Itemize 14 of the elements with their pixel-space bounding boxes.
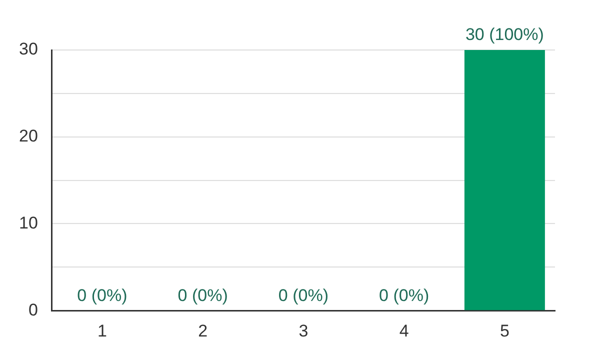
y-tick-label: 10: [18, 213, 38, 232]
x-tick-label: 5: [500, 321, 510, 340]
y-tick-label: 0: [28, 300, 38, 320]
data-label: 0 (0%): [77, 286, 128, 305]
data-label: 0 (0%): [379, 286, 430, 305]
data-label: 0 (0%): [278, 286, 328, 305]
x-tick-label: 1: [97, 321, 107, 340]
x-tick-label: 3: [298, 321, 308, 340]
x-tick-label: 2: [198, 321, 208, 340]
y-tick-label: 20: [18, 126, 38, 146]
y-tick-label: 30: [18, 40, 38, 59]
data-label: 0 (0%): [178, 286, 228, 305]
x-tick-label: 4: [399, 321, 409, 340]
data-label: 30 (100%): [465, 25, 544, 44]
